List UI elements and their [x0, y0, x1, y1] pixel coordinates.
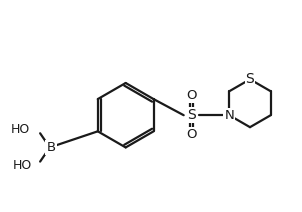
Text: HO: HO	[13, 159, 32, 172]
Text: S: S	[187, 108, 195, 122]
Text: O: O	[186, 89, 196, 102]
Text: N: N	[224, 109, 234, 122]
Text: S: S	[246, 72, 254, 86]
Text: B: B	[47, 141, 56, 154]
Text: HO: HO	[11, 123, 30, 136]
Text: N: N	[224, 109, 234, 122]
Text: O: O	[186, 128, 196, 141]
